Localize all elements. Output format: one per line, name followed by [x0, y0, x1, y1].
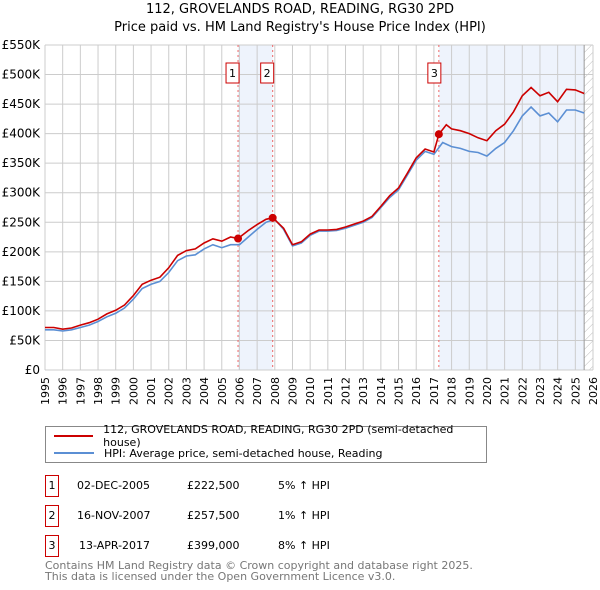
sale-label-number: 1	[229, 67, 236, 80]
sale-label-marker: 1	[225, 62, 240, 84]
sale-date: 13-APR-2017	[79, 539, 151, 552]
future-hatch	[584, 45, 593, 370]
x-tick-label: 2018	[446, 377, 459, 405]
x-tick-label: 2015	[393, 377, 406, 405]
y-tick-label: £50K	[9, 333, 41, 347]
sale-row: 2 16-NOV-2007 £257,500 1% ↑ HPI	[45, 505, 445, 527]
property-price-line	[45, 86, 585, 331]
footer-licence: This data is licensed under the Open Gov…	[45, 570, 396, 583]
sale-label-box	[427, 62, 442, 84]
sale-price: £399,000	[187, 539, 240, 552]
sale-row: 1 02-DEC-2005 £222,500 5% ↑ HPI	[45, 475, 445, 497]
shaded-period	[238, 45, 273, 370]
sale-hpi-diff: 5% ↑ HPI	[278, 479, 330, 492]
hpi-line	[45, 105, 585, 332]
legend: 112, GROVELANDS ROAD, READING, RG30 2PD …	[45, 423, 487, 463]
sale-price: £257,500	[187, 509, 240, 522]
x-tick-label: 2001	[145, 377, 158, 405]
y-tick-label: £400K	[2, 127, 42, 141]
sale-price: £222,500	[187, 479, 240, 492]
x-tick-label: 2019	[463, 377, 476, 405]
sale-label-number: 2	[264, 67, 271, 80]
chart-subtitle: Price paid vs. HM Land Registry's House …	[114, 20, 486, 35]
sale-hpi-diff: 8% ↑ HPI	[278, 539, 330, 552]
x-tick-label: 2026	[587, 377, 600, 405]
x-tick-label: 2008	[269, 377, 282, 405]
y-tick-label: £250K	[2, 215, 42, 229]
sale-label-box	[225, 62, 240, 84]
sale-hpi-diff: 1% ↑ HPI	[278, 509, 330, 522]
sale-point	[268, 213, 277, 222]
x-tick-label: 2006	[233, 377, 246, 405]
sale-row: 3 13-APR-2017 £399,000 8% ↑ HPI	[45, 535, 445, 557]
sale-point	[234, 234, 243, 243]
x-tick-label: 1997	[74, 377, 87, 405]
y-tick-label: £150K	[2, 274, 42, 288]
x-tick-label: 2013	[357, 377, 370, 405]
x-tick-label: 2024	[552, 377, 565, 405]
x-tick-label: 2016	[410, 377, 423, 405]
x-tick-label: 1998	[92, 377, 105, 405]
sale-point	[434, 130, 443, 139]
x-tick-label: 2020	[481, 377, 494, 405]
sale-marker-box: 3	[45, 535, 59, 557]
legend-label-hpi: HPI: Average price, semi-detached house,…	[104, 446, 383, 460]
y-tick-label: £0	[25, 363, 40, 377]
x-tick-label: 2011	[322, 377, 335, 405]
x-tick-label: 2009	[286, 377, 299, 405]
sale-date: 16-NOV-2007	[77, 509, 151, 522]
x-tick-label: 2022	[516, 377, 529, 405]
x-tick-label: 2023	[534, 377, 547, 405]
x-tick-label: 2007	[251, 377, 264, 405]
x-tick-label: 2017	[428, 377, 441, 405]
y-tick-label: £100K	[2, 304, 42, 318]
x-tick-label: 2025	[569, 377, 582, 405]
y-tick-label: £500K	[2, 68, 42, 82]
y-tick-label: £300K	[2, 186, 42, 200]
y-tick-label: £450K	[2, 97, 42, 111]
x-tick-label: 2004	[198, 377, 211, 405]
x-tick-label: 2014	[375, 377, 388, 405]
sale-marker-box: 2	[45, 505, 59, 527]
x-tick-label: 2002	[163, 377, 176, 405]
chart-title: 112, GROVELANDS ROAD, READING, RG30 2PD	[145, 2, 454, 17]
x-tick-label: 2005	[216, 377, 229, 405]
y-tick-label: £550K	[2, 38, 42, 52]
price-chart: 1995 1996 1997 1998 1999 2000 2001 2002 2003 2004…	[2, 38, 600, 405]
x-tick-label: 2021	[499, 377, 512, 405]
sale-label-marker: 2	[260, 62, 275, 84]
legend-swatch-red	[54, 435, 94, 437]
y-tick-label: £200K	[2, 245, 42, 259]
legend-item-hpi: HPI: Average price, semi-detached house,…	[54, 445, 383, 461]
x-tick-label: 2010	[304, 377, 317, 405]
footer-copyright: Contains HM Land Registry data © Crown c…	[45, 559, 473, 572]
sale-label-box	[260, 62, 275, 84]
x-tick-label: 1996	[57, 377, 70, 405]
x-tick-label: 2000	[127, 377, 140, 405]
x-tick-label: 2003	[180, 377, 193, 405]
x-tick-label: 2012	[340, 377, 353, 405]
x-tick-label: 1999	[110, 377, 123, 405]
x-tick-label: 1995	[39, 377, 52, 405]
y-tick-label: £350K	[2, 156, 42, 170]
legend-swatch-blue	[54, 452, 94, 454]
sale-date: 02-DEC-2005	[77, 479, 151, 492]
legend-item-property: 112, GROVELANDS ROAD, READING, RG30 2PD …	[54, 423, 486, 449]
legend-label-property: 112, GROVELANDS ROAD, READING, RG30 2PD …	[103, 423, 454, 449]
sale-label-marker: 3	[427, 62, 442, 84]
sale-label-number: 3	[431, 67, 438, 80]
sale-marker-box: 1	[45, 475, 59, 497]
